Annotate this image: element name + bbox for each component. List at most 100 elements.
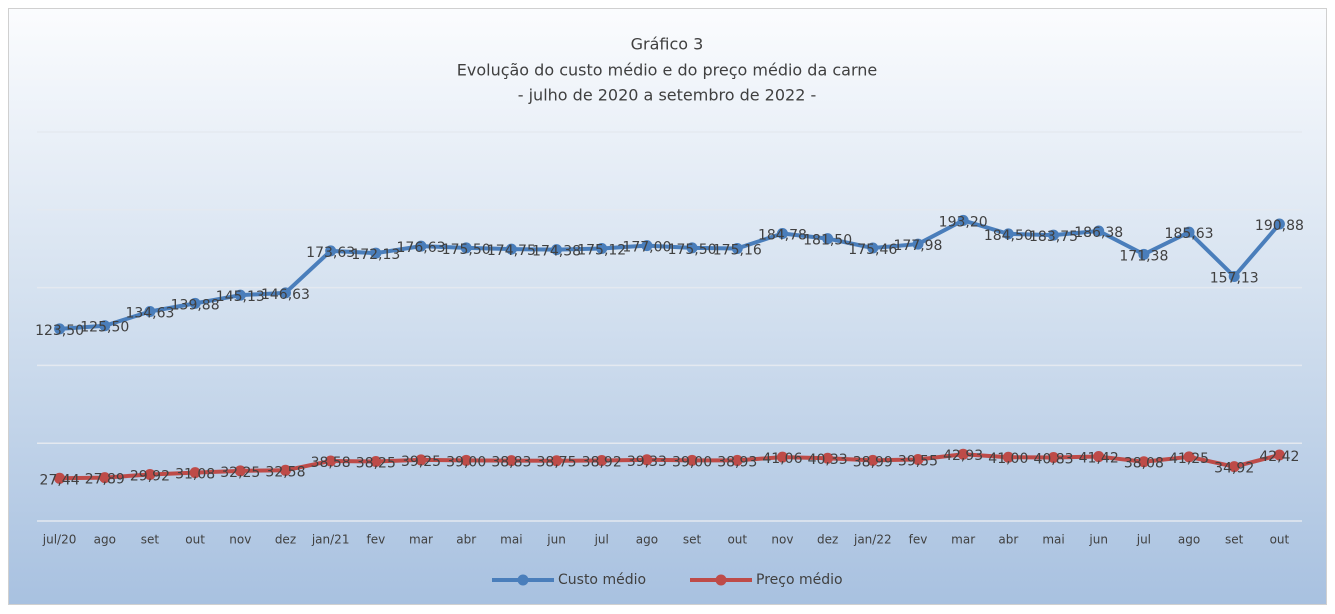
x-tick-label: nov (771, 533, 793, 547)
x-tick-label: jul (1136, 533, 1151, 547)
marker (551, 244, 563, 256)
x-tick-label: out (1270, 533, 1290, 547)
marker (279, 287, 291, 299)
marker (1228, 461, 1240, 473)
data-label: 34,92 (1214, 461, 1254, 477)
data-label: 38,25 (356, 455, 396, 471)
data-label: 40,33 (808, 452, 848, 468)
data-label: 39,33 (627, 454, 667, 470)
x-tick-label: jun (546, 533, 566, 547)
marker (912, 238, 924, 250)
x-tick-label: ago (636, 533, 658, 547)
chart-background (8, 8, 1327, 605)
x-tick-label: jul (594, 533, 609, 547)
data-label: 177,00 (622, 240, 671, 256)
data-label: 42,42 (1259, 449, 1299, 465)
legend-marker (517, 574, 529, 586)
x-tick-label: fev (366, 533, 385, 547)
data-label: 173,63 (306, 245, 355, 261)
x-tick-label: dez (817, 533, 838, 547)
marker (867, 242, 879, 254)
marker (1048, 229, 1060, 241)
data-label: 183,75 (1029, 229, 1078, 245)
marker (1273, 449, 1285, 461)
marker (822, 452, 834, 464)
marker (686, 242, 698, 254)
marker (912, 453, 924, 465)
x-tick-label: mar (951, 533, 975, 547)
x-tick-label: mai (500, 533, 522, 547)
data-label: 38,92 (582, 454, 622, 470)
data-label: 32,25 (220, 465, 260, 481)
data-label: 32,58 (265, 464, 305, 480)
data-label: 41,06 (762, 451, 802, 467)
marker (551, 455, 563, 467)
data-label: 185,63 (1165, 226, 1214, 242)
marker (822, 233, 834, 245)
data-label: 181,50 (803, 233, 852, 249)
marker (1183, 451, 1195, 463)
marker (1002, 228, 1014, 240)
x-tick-label: ago (94, 533, 116, 547)
marker (325, 455, 337, 467)
data-label: 145,13 (216, 289, 265, 305)
data-label: 190,88 (1255, 218, 1304, 234)
x-tick-label: nov (229, 533, 251, 547)
marker (234, 289, 246, 301)
data-label: 139,88 (171, 297, 220, 313)
marker (867, 454, 879, 466)
x-tick-label: jan/21 (311, 533, 350, 547)
marker (641, 454, 653, 466)
marker (1138, 248, 1150, 260)
x-tick-label: abr (998, 533, 1018, 547)
series-line (59, 218, 1281, 331)
marker (370, 455, 382, 467)
marker (776, 227, 788, 239)
x-tick-label: jun (1088, 533, 1108, 547)
marker (99, 320, 111, 332)
x-tick-label: set (683, 533, 702, 547)
x-tick-label: ago (1178, 533, 1200, 547)
data-label: 175,16 (713, 242, 762, 258)
data-label: 177,98 (893, 238, 942, 254)
data-label: 193,20 (939, 214, 988, 230)
marker (505, 455, 517, 467)
marker (686, 454, 698, 466)
data-label: 134,63 (125, 306, 174, 322)
data-label: 39,55 (898, 453, 938, 469)
marker (370, 247, 382, 259)
marker (99, 472, 111, 484)
data-label: 38,75 (537, 455, 577, 471)
marker (957, 214, 969, 226)
data-label: 38,93 (717, 454, 757, 470)
data-label: 41,25 (1169, 451, 1209, 467)
chart-subtitle: Evolução do custo médio e do preço médio… (457, 61, 877, 80)
marker (1002, 451, 1014, 463)
marker (234, 465, 246, 477)
x-tick-label: out (185, 533, 205, 547)
data-label: 40,83 (1033, 451, 1073, 467)
x-tick-label: fev (909, 533, 928, 547)
data-label: 174,75 (487, 243, 536, 259)
data-label: 172,13 (351, 247, 400, 263)
marker (776, 451, 788, 463)
data-label: 38,99 (853, 454, 893, 470)
marker (54, 472, 66, 484)
data-label: 29,92 (130, 468, 170, 484)
data-label: 41,00 (988, 451, 1028, 467)
data-label: 186,38 (1074, 225, 1123, 241)
marker (731, 242, 743, 254)
marker (1093, 225, 1105, 237)
x-tick-label: mar (409, 533, 433, 547)
marker (189, 467, 201, 479)
x-tick-label: set (1225, 533, 1244, 547)
marker (641, 240, 653, 252)
data-label: 38,58 (311, 455, 351, 471)
marker (325, 245, 337, 257)
marker (1048, 451, 1060, 463)
marker (144, 306, 156, 318)
data-label: 171,38 (1119, 248, 1168, 264)
data-label: 174,38 (532, 244, 581, 260)
data-label: 157,13 (1210, 271, 1259, 287)
data-label: 175,50 (442, 242, 491, 258)
